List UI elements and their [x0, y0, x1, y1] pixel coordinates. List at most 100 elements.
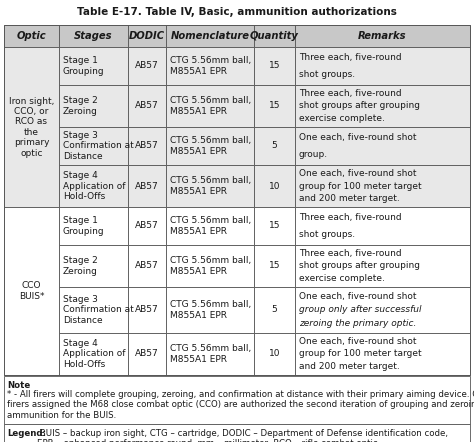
Text: group for 100 meter target: group for 100 meter target [299, 350, 421, 358]
Text: Remarks: Remarks [358, 31, 407, 41]
Bar [59, 127, 128, 165]
Text: 5: 5 [272, 305, 277, 315]
Text: CCO
BUIS*: CCO BUIS* [19, 281, 44, 301]
Text: AB57: AB57 [135, 262, 159, 271]
Text: * - All firers will complete grouping, zeroing, and confirmation at distance wit: * - All firers will complete grouping, z… [7, 390, 474, 420]
Bar [254, 207, 295, 245]
Text: group.: group. [299, 150, 328, 159]
Bar [166, 333, 254, 375]
Text: CTG 5.56mm ball,
M855A1 EPR: CTG 5.56mm ball, M855A1 EPR [170, 216, 251, 236]
Bar [59, 25, 128, 47]
Bar [254, 47, 295, 85]
Text: Legend:: Legend: [7, 429, 46, 438]
Text: and 200 meter target.: and 200 meter target. [299, 362, 400, 371]
Bar [254, 85, 295, 127]
Text: shot groups after grouping: shot groups after grouping [299, 262, 420, 271]
Bar [295, 25, 470, 47]
Text: and 200 meter target.: and 200 meter target. [299, 194, 400, 203]
Text: exercise complete.: exercise complete. [299, 114, 385, 123]
Bar [128, 333, 166, 375]
Text: group only after successful: group only after successful [299, 305, 421, 315]
Bar [295, 207, 470, 245]
Bar [295, 287, 470, 333]
Bar [128, 127, 166, 165]
Text: Stage 1
Grouping: Stage 1 Grouping [63, 216, 105, 236]
Text: DODIC: DODIC [129, 31, 165, 41]
Text: AB57: AB57 [135, 305, 159, 315]
Bar [4, 47, 59, 207]
Bar [254, 25, 295, 47]
Text: Three each, five-round: Three each, five-round [299, 89, 401, 98]
Text: One each, five-round shot: One each, five-round shot [299, 337, 416, 346]
Bar [59, 333, 128, 375]
Bar [254, 127, 295, 165]
Text: 15: 15 [269, 102, 280, 110]
Bar [254, 333, 295, 375]
Bar [59, 287, 128, 333]
Bar [59, 47, 128, 85]
Text: CTG 5.56mm ball,
M855A1 EPR: CTG 5.56mm ball, M855A1 EPR [170, 96, 251, 116]
Text: Stage 3
Confirmation at
Distance: Stage 3 Confirmation at Distance [63, 295, 134, 325]
Text: 15: 15 [269, 262, 280, 271]
Text: Quantity: Quantity [250, 31, 299, 41]
Text: 10: 10 [269, 350, 280, 358]
Text: AB57: AB57 [135, 221, 159, 230]
Bar [166, 165, 254, 207]
Bar [166, 47, 254, 85]
Text: Three each, five-round: Three each, five-round [299, 249, 401, 258]
Bar [128, 85, 166, 127]
Bar [254, 245, 295, 287]
Bar [4, 207, 59, 375]
Text: AB57: AB57 [135, 102, 159, 110]
Text: Stage 1
Grouping: Stage 1 Grouping [63, 56, 105, 76]
Text: Stage 2
Zeroing: Stage 2 Zeroing [63, 96, 98, 116]
Text: Note: Note [7, 381, 30, 390]
Bar [4, 424, 470, 442]
Bar [295, 245, 470, 287]
Text: Optic: Optic [17, 31, 46, 41]
Text: exercise complete.: exercise complete. [299, 274, 385, 283]
Text: shot groups.: shot groups. [299, 230, 355, 239]
Bar [59, 207, 128, 245]
Text: Stage 3
Confirmation at
Distance: Stage 3 Confirmation at Distance [63, 131, 134, 161]
Text: CTG 5.56mm ball,
M855A1 EPR: CTG 5.56mm ball, M855A1 EPR [170, 56, 251, 76]
Text: CTG 5.56mm ball,
M855A1 EPR: CTG 5.56mm ball, M855A1 EPR [170, 344, 251, 364]
Text: One each, five-round shot: One each, five-round shot [299, 133, 416, 142]
Text: AB57: AB57 [135, 141, 159, 150]
Text: 15: 15 [269, 221, 280, 230]
Bar [166, 245, 254, 287]
Text: AB57: AB57 [135, 61, 159, 71]
Text: One each, five-round shot: One each, five-round shot [299, 169, 416, 178]
Text: AB57: AB57 [135, 182, 159, 191]
Bar [59, 245, 128, 287]
Text: 10: 10 [269, 182, 280, 191]
Bar [166, 287, 254, 333]
Bar [295, 165, 470, 207]
Text: 15: 15 [269, 61, 280, 71]
Bar [166, 25, 254, 47]
Text: 5: 5 [272, 141, 277, 150]
Text: Stage 4
Application of
Hold-Offs: Stage 4 Application of Hold-Offs [63, 339, 126, 369]
Bar [166, 207, 254, 245]
Text: Three each, five-round: Three each, five-round [299, 213, 401, 222]
Bar [4, 25, 59, 47]
Text: AB57: AB57 [135, 350, 159, 358]
Bar [128, 245, 166, 287]
Text: Iron sight,
CCO, or
RCO as
the
primary
optic: Iron sight, CCO, or RCO as the primary o… [9, 96, 54, 157]
Text: Stages: Stages [74, 31, 113, 41]
Bar [295, 127, 470, 165]
Bar [254, 165, 295, 207]
Bar [166, 85, 254, 127]
Text: BUIS – backup iron sight, CTG – cartridge, DODIC – Department of Defense identif: BUIS – backup iron sight, CTG – cartridg… [37, 429, 448, 442]
Text: CTG 5.56mm ball,
M855A1 EPR: CTG 5.56mm ball, M855A1 EPR [170, 256, 251, 276]
Bar [254, 287, 295, 333]
Bar [128, 207, 166, 245]
Bar [4, 25, 470, 375]
Bar [128, 47, 166, 85]
Text: group for 100 meter target: group for 100 meter target [299, 182, 421, 191]
Text: Stage 4
Application of
Hold-Offs: Stage 4 Application of Hold-Offs [63, 171, 126, 201]
Text: CTG 5.56mm ball,
M855A1 EPR: CTG 5.56mm ball, M855A1 EPR [170, 176, 251, 196]
Text: shot groups.: shot groups. [299, 70, 355, 79]
Text: shot groups after grouping: shot groups after grouping [299, 102, 420, 110]
Text: Nomenclature: Nomenclature [171, 31, 249, 41]
